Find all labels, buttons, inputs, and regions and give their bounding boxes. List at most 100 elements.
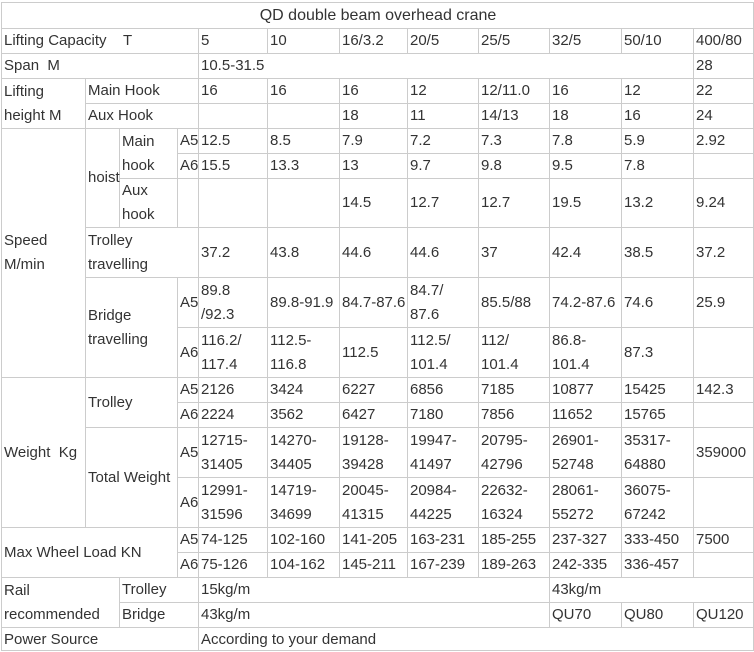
value-weight-trolley-a6-50-10: 15765 <box>621 402 694 428</box>
label-lifting-height: Lifting height M <box>1 78 86 129</box>
value-trolley-travelling-32-5: 42.4 <box>549 227 622 278</box>
value-bridge-a5-25-5: 85.5/88 <box>478 277 550 328</box>
value-weight-trolley-a5-25-5: 7185 <box>478 377 550 403</box>
value-max-wheel-a5-32-5: 237-327 <box>549 527 622 553</box>
value-aux-hook-10 <box>267 103 340 129</box>
value-max-wheel-a6-5: 75-126 <box>198 552 268 578</box>
value-total-weight-a6-32-5: 28061- 55272 <box>549 477 622 528</box>
value-hoist-aux-32-5: 19.5 <box>549 178 622 228</box>
label-total-weight: Total Weight <box>85 427 178 528</box>
value-bridge-a5-5: 89.8 /92.3 <box>198 277 268 328</box>
label-max-wheel-a6: A6 <box>177 552 199 578</box>
value-max-wheel-a6-10: 104-162 <box>267 552 340 578</box>
value-aux-hook-16-3-2: 18 <box>339 103 408 129</box>
value-bridge-a5-20-5: 84.7/ 87.6 <box>407 277 479 328</box>
value-bridge-a5-16-3-2: 84.7-87.6 <box>339 277 408 328</box>
label-rail-bridge: Bridge <box>119 602 199 628</box>
value-trolley-travelling-400-80: 37.2 <box>692 227 754 278</box>
value-aux-hook-20-5: 11 <box>407 103 479 129</box>
value-total-weight-a5-25-5: 20795- 42796 <box>478 427 550 478</box>
table-row: Bridge 43kg/m QU70 QU80 QU120 <box>2 602 754 628</box>
label-hoist-main-hook-a6: A6 <box>177 153 199 179</box>
value-max-wheel-a5-50-10: 333-450 <box>621 527 694 553</box>
value-bridge-a5-32-5: 74.2-87.6 <box>549 277 622 328</box>
table-row: Max Wheel Load KN A5 74-125 102-160 141-205 1… <box>1 527 754 578</box>
value-total-weight-a5-32-5: 26901- 52748 <box>549 427 622 478</box>
table-row: A6 15.5 13.3 13 9.7 9.8 9.5 7.8 <box>2 153 754 179</box>
value-rail-trolley-right: 43kg/m <box>548 577 754 603</box>
value-max-wheel-a5-16-3-2: 141-205 <box>339 527 408 553</box>
value-weight-trolley-a5-50-10: 15425 <box>621 377 694 403</box>
table-row: Weight Kg Trolley A5 2126 3424 6227 6856 7185 10… <box>1 377 754 528</box>
value-trolley-travelling-16-3-2: 44.6 <box>339 227 408 278</box>
value-aux-hook-400-80: 24 <box>692 103 754 129</box>
value-max-wheel-a5-400-80: 7500 <box>692 527 754 553</box>
value-hoist-main-a5-10: 8.5 <box>267 128 340 154</box>
value-rail-bridge-qu70: QU70 <box>549 602 622 628</box>
value-total-weight-a5-16-3-2: 19128- 39428 <box>339 427 408 478</box>
table-row: Aux Hook 18 11 14/13 18 16 24 <box>2 103 754 129</box>
value-weight-trolley-a5-16-3-2: 6227 <box>339 377 408 403</box>
value-weight-trolley-a5-5: 2126 <box>198 377 268 403</box>
value-max-wheel-a6-16-3-2: 145-211 <box>339 552 408 578</box>
value-weight-trolley-a5-20-5: 6856 <box>407 377 479 403</box>
value-total-weight-a6-25-5: 22632- 16324 <box>478 477 550 528</box>
cell-hoist-aux-class <box>177 178 199 228</box>
value-hoist-aux-50-10: 13.2 <box>621 178 694 228</box>
value-hoist-main-a5-25-5: 7.3 <box>478 128 550 154</box>
label-bridge-a6: A6 <box>177 327 199 378</box>
value-capacity-5: 5 <box>198 28 268 54</box>
value-bridge-a6-32-5: 86.8- 101.4 <box>549 327 622 378</box>
value-weight-trolley-a6-400-80 <box>692 402 754 428</box>
value-aux-hook-32-5: 18 <box>549 103 622 129</box>
value-trolley-travelling-10: 43.8 <box>267 227 340 278</box>
value-power-source: According to your demand <box>197 627 754 651</box>
label-main-hook: Main Hook <box>85 78 199 104</box>
label-hoist: hoist <box>85 128 120 228</box>
value-max-wheel-a6-20-5: 167-239 <box>407 552 479 578</box>
label-max-wheel-a5: A5 <box>177 527 199 553</box>
table-row: Power Source According to your demand <box>1 627 754 651</box>
table-row: Total Weight A5 12715- 31405 14270- 34405 19… <box>2 427 754 528</box>
label-max-wheel-load: Max Wheel Load KN <box>1 527 178 578</box>
label-weight-trolley-a5: A5 <box>177 377 199 403</box>
value-main-hook-5: 16 <box>198 78 268 104</box>
value-max-wheel-a5-5: 74-125 <box>198 527 268 553</box>
value-weight-trolley-a6-5: 2224 <box>198 402 268 428</box>
value-trolley-travelling-5: 37.2 <box>198 227 268 278</box>
value-weight-trolley-a6-16-3-2: 6427 <box>339 402 408 428</box>
value-bridge-a6-50-10: 87.3 <box>621 327 694 378</box>
value-hoist-aux-25-5: 12.7 <box>478 178 550 228</box>
table-row: A6 75-126 104-162 145-211 167-239 189-263 242-… <box>2 552 754 578</box>
value-main-hook-50-10: 12 <box>621 78 694 104</box>
value-hoist-main-a5-5: 12.5 <box>198 128 268 154</box>
label-weight-trolley: Trolley <box>85 377 178 428</box>
value-main-hook-400-80: 22 <box>692 78 754 104</box>
value-total-weight-a5-20-5: 19947- 41497 <box>407 427 479 478</box>
table-row: A6 12991- 31596 14719- 34699 20045- 41315 20… <box>2 477 754 528</box>
value-aux-hook-50-10: 16 <box>621 103 694 129</box>
value-hoist-main-a6-32-5: 9.5 <box>549 153 622 179</box>
value-bridge-a5-50-10: 74.6 <box>621 277 694 328</box>
value-max-wheel-a6-50-10: 336-457 <box>621 552 694 578</box>
label-power-source: Power Source <box>1 627 199 651</box>
label-hoist-main-hook: Main hook <box>119 128 178 179</box>
value-weight-trolley-a6-20-5: 7180 <box>407 402 479 428</box>
value-trolley-travelling-20-5: 44.6 <box>407 227 479 278</box>
label-hoist-aux-hook: Aux hook <box>119 178 178 228</box>
label-rail-recommended: Rail recommended <box>1 577 120 628</box>
value-bridge-a5-400-80: 25.9 <box>692 277 754 328</box>
value-capacity-50-10: 50/10 <box>621 28 694 54</box>
label-aux-hook: Aux Hook <box>85 103 199 129</box>
value-span-400-80: 28 <box>692 53 754 79</box>
value-bridge-a6-5: 116.2/ 117.4 <box>198 327 268 378</box>
value-max-wheel-a6-25-5: 189-263 <box>478 552 550 578</box>
value-weight-trolley-a6-25-5: 7856 <box>478 402 550 428</box>
value-bridge-a6-400-80 <box>692 327 754 378</box>
label-total-weight-a6: A6 <box>177 477 199 528</box>
value-total-weight-a6-400-80 <box>692 477 754 528</box>
value-hoist-aux-10 <box>267 178 340 228</box>
value-hoist-main-a5-50-10: 5.9 <box>621 128 694 154</box>
value-trolley-travelling-50-10: 38.5 <box>621 227 694 278</box>
